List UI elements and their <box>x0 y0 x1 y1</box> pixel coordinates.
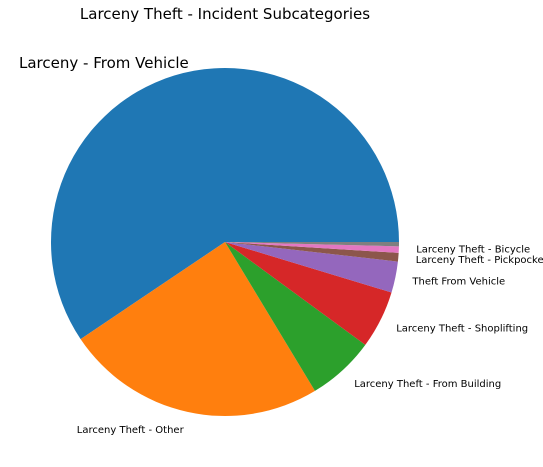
pie-slice <box>80 242 315 416</box>
pie-slice <box>225 242 399 262</box>
slice-label: Larceny Theft - From Building <box>354 379 501 390</box>
slice-label: Larceny Theft - Bicycle <box>416 244 530 255</box>
slice-label: Theft From Vehicle <box>411 277 505 288</box>
slice-label: Larceny Theft - Pickpocket <box>416 255 543 266</box>
pie-slice <box>225 242 398 293</box>
pie-slice <box>225 242 366 391</box>
pie-slice <box>225 242 400 247</box>
pie-labels: Larceny - From Vehicle Larceny Theft - Ot… <box>19 54 543 436</box>
pie-slice <box>225 242 399 253</box>
slice-label: Larceny Theft - Other <box>77 425 185 436</box>
pie-slice <box>50 67 399 340</box>
pie-slices <box>50 67 400 416</box>
pie-slice <box>225 242 392 345</box>
slice-label: Larceny - From Vehicle <box>19 54 189 72</box>
slice-label: Larceny Theft - Shoplifting <box>396 324 528 335</box>
chart-title: Larceny Theft - Incident Subcategories <box>80 5 370 23</box>
